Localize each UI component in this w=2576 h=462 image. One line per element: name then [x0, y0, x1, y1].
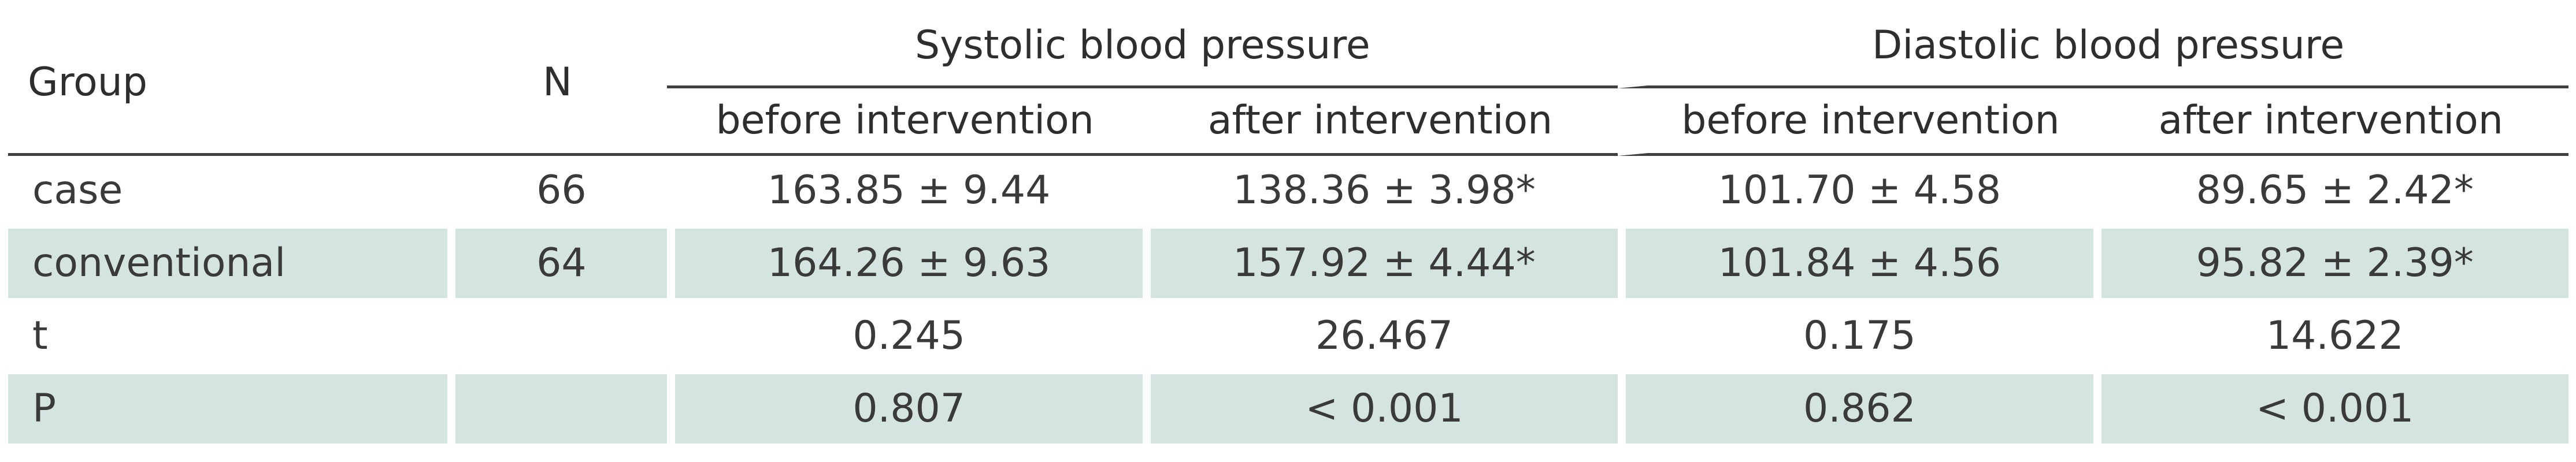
- cell-dia-after: 89.65 ± 2.42*: [2093, 156, 2568, 229]
- cell-dia-before: 101.70 ± 4.58: [1618, 156, 2093, 229]
- cell-sys-before: 0.245: [667, 301, 1143, 374]
- cell-dia-after: 14.622: [2093, 301, 2568, 374]
- cell-sys-after: 157.92 ± 4.44*: [1142, 229, 1618, 301]
- header-dia-before: before intervention: [1618, 88, 2093, 156]
- header-row-top: Group N Systolic blood pressure Diastoli…: [8, 12, 2568, 156]
- cell-dia-after: < 0.001: [2093, 374, 2568, 447]
- header-group: Group: [8, 12, 448, 156]
- cell-group: t: [8, 301, 448, 374]
- table-row-case: case 66 163.85 ± 9.44 138.36 ± 3.98* 101…: [8, 156, 2568, 229]
- cell-sys-before: 0.807: [667, 374, 1143, 447]
- cell-sys-after: 138.36 ± 3.98*: [1142, 156, 1618, 229]
- blood-pressure-table-container: Group N Systolic blood pressure Diastoli…: [8, 12, 2568, 447]
- table-row-t: t 0.245 26.467 0.175 14.622: [8, 301, 2568, 374]
- cell-dia-before: 0.862: [1618, 374, 2093, 447]
- table-body: case 66 163.85 ± 9.44 138.36 ± 3.98* 101…: [8, 156, 2568, 447]
- header-n: N: [447, 12, 668, 156]
- table-row-p: P 0.807 < 0.001 0.862 < 0.001: [8, 374, 2568, 447]
- cell-group: P: [8, 374, 448, 447]
- header-systolic: Systolic blood pressure: [667, 12, 1618, 88]
- table-row-conventional: conventional 64 164.26 ± 9.63 157.92 ± 4…: [8, 229, 2568, 301]
- header-diastolic: Diastolic blood pressure: [1618, 12, 2568, 88]
- cell-sys-before: 164.26 ± 9.63: [667, 229, 1143, 301]
- header-row-sub: before intervention after intervention b…: [8, 88, 2568, 156]
- cell-sys-before: 163.85 ± 9.44: [667, 156, 1143, 229]
- header-sys-after: after intervention: [1142, 88, 1618, 156]
- cell-dia-before: 101.84 ± 4.56: [1618, 229, 2093, 301]
- header-dia-after: after intervention: [2093, 88, 2568, 156]
- cell-sys-after: 26.467: [1142, 301, 1618, 374]
- cell-n: [447, 301, 668, 374]
- cell-group: conventional: [8, 229, 448, 301]
- blood-pressure-table: Group N Systolic blood pressure Diastoli…: [8, 12, 2568, 447]
- cell-sys-after: < 0.001: [1142, 374, 1618, 447]
- cell-n: 66: [447, 156, 668, 229]
- cell-n: [447, 374, 668, 447]
- cell-group: case: [8, 156, 448, 229]
- cell-dia-after: 95.82 ± 2.39*: [2093, 229, 2568, 301]
- cell-n: 64: [447, 229, 668, 301]
- header-sys-before: before intervention: [667, 88, 1143, 156]
- cell-dia-before: 0.175: [1618, 301, 2093, 374]
- table-header: Group N Systolic blood pressure Diastoli…: [8, 12, 2568, 156]
